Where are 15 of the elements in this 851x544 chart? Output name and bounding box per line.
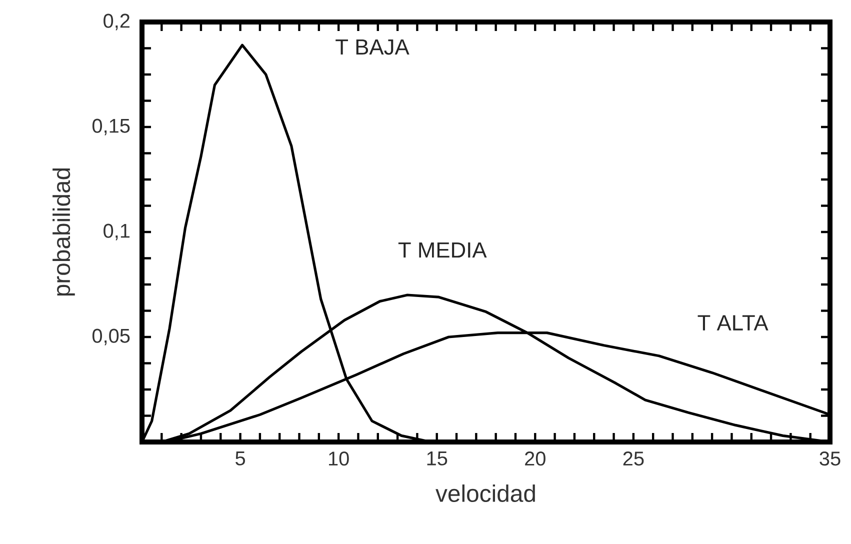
- x-axis-title: velocidad: [436, 484, 535, 502]
- x-tick-label: 10: [329, 452, 349, 466]
- x-tick-label: 20: [525, 452, 546, 466]
- x-tick-label: 35: [820, 452, 840, 466]
- series-label: T MEDIA: [398, 242, 487, 258]
- x-tick-label: 5: [236, 452, 245, 466]
- x-tick-label: 25: [623, 452, 644, 466]
- y-tick-label: 0,05: [92, 328, 130, 346]
- x-tick-label: 15: [427, 452, 448, 466]
- series-label: T ALTA: [698, 315, 768, 330]
- y-tick-label: 0,2: [104, 14, 130, 30]
- legend-label: T BAJA: [336, 39, 410, 55]
- y-axis-title: probabilidad: [52, 168, 75, 296]
- y-tick-label: 0,1: [104, 224, 130, 240]
- y-tick-label: 0,15: [92, 118, 130, 136]
